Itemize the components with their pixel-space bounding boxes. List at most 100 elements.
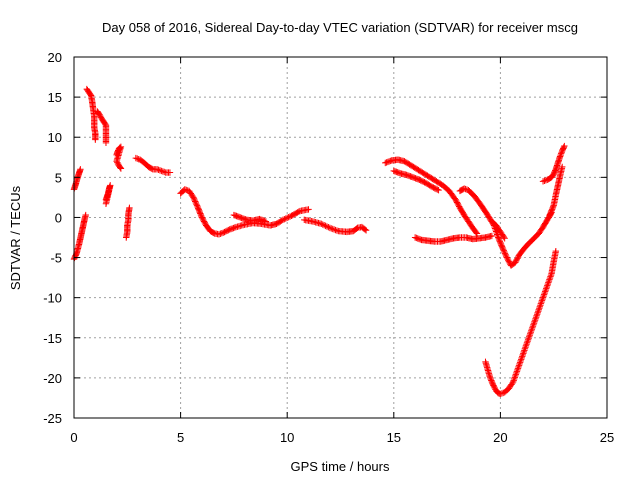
data-point bbox=[332, 226, 339, 234]
data-point bbox=[535, 306, 542, 313]
data-track bbox=[546, 163, 566, 220]
data-point bbox=[97, 112, 104, 120]
x-tick-label: 15 bbox=[387, 430, 401, 445]
data-point bbox=[514, 365, 522, 372]
data-point bbox=[281, 215, 288, 223]
data-point bbox=[520, 350, 527, 357]
data-point bbox=[533, 312, 540, 319]
data-point bbox=[513, 256, 520, 263]
data-point bbox=[529, 324, 536, 331]
axis-ticks bbox=[73, 56, 608, 419]
data-point bbox=[533, 311, 541, 318]
data-point bbox=[472, 229, 480, 236]
data-point bbox=[193, 202, 201, 209]
data-point bbox=[517, 356, 525, 363]
data-point bbox=[198, 212, 205, 220]
data-point bbox=[201, 219, 208, 226]
data-point bbox=[134, 155, 141, 162]
data-point bbox=[498, 390, 506, 397]
plot-area-frame bbox=[73, 56, 608, 419]
data-point bbox=[330, 226, 338, 233]
data-point bbox=[454, 200, 461, 208]
data-point bbox=[319, 221, 326, 228]
data-point bbox=[514, 255, 521, 262]
data-track bbox=[70, 211, 89, 263]
data-point bbox=[500, 233, 508, 241]
data-point bbox=[531, 317, 539, 324]
data-track bbox=[411, 232, 496, 245]
data-point bbox=[518, 354, 525, 362]
grid bbox=[74, 57, 607, 418]
data-point bbox=[539, 294, 547, 301]
data-track bbox=[102, 182, 114, 208]
data-point bbox=[156, 167, 164, 174]
data-point bbox=[486, 373, 493, 380]
data-point bbox=[545, 277, 553, 285]
data-point bbox=[117, 165, 125, 172]
data-point bbox=[501, 250, 509, 257]
data-track bbox=[94, 108, 110, 147]
data-point bbox=[199, 215, 206, 222]
x-axis-label: GPS time / hours bbox=[291, 459, 390, 474]
data-point bbox=[531, 318, 538, 325]
data-point bbox=[217, 230, 224, 237]
data-point bbox=[490, 383, 498, 390]
data-point bbox=[525, 333, 533, 340]
data-point bbox=[532, 314, 540, 321]
data-point bbox=[215, 231, 223, 238]
data-point bbox=[522, 344, 529, 351]
data-point bbox=[501, 235, 508, 242]
data-point bbox=[183, 186, 190, 194]
data-point bbox=[527, 329, 534, 336]
data-point bbox=[524, 338, 531, 345]
data-point bbox=[537, 301, 544, 309]
x-tick-label: 10 bbox=[280, 430, 294, 445]
data-point bbox=[503, 254, 510, 261]
data-point bbox=[547, 273, 554, 280]
data-point bbox=[279, 216, 287, 224]
data-track bbox=[382, 156, 481, 237]
data-point bbox=[262, 218, 270, 225]
data-point bbox=[512, 257, 520, 265]
data-point bbox=[190, 195, 198, 202]
x-tick-label: 25 bbox=[600, 430, 614, 445]
data-track bbox=[113, 143, 125, 172]
data-point bbox=[325, 224, 332, 231]
y-tick-label: 10 bbox=[48, 130, 62, 145]
data-point bbox=[512, 259, 519, 266]
data-point bbox=[161, 168, 168, 176]
data-point bbox=[322, 222, 329, 230]
data-point bbox=[523, 341, 530, 348]
data-point bbox=[193, 201, 200, 208]
data-point bbox=[333, 227, 341, 234]
data-point bbox=[538, 298, 545, 306]
y-tick-label: -20 bbox=[43, 371, 62, 386]
data-point bbox=[515, 363, 522, 371]
data-point bbox=[540, 291, 548, 298]
data-point bbox=[512, 372, 519, 380]
data-point bbox=[529, 323, 537, 330]
data-point bbox=[546, 274, 554, 282]
data-point bbox=[519, 351, 526, 359]
x-tick-label: 0 bbox=[70, 430, 77, 445]
data-point bbox=[126, 204, 133, 212]
data-point bbox=[524, 336, 532, 343]
data-point bbox=[155, 166, 162, 174]
data-point bbox=[547, 271, 555, 279]
data-point bbox=[92, 136, 99, 143]
data-point bbox=[530, 320, 538, 327]
data-point bbox=[434, 186, 441, 193]
data-point bbox=[522, 342, 530, 349]
y-tick-label: 20 bbox=[48, 50, 62, 65]
y-tick-label: -5 bbox=[50, 251, 62, 266]
data-point bbox=[462, 185, 469, 193]
data-point bbox=[501, 248, 508, 256]
data-point bbox=[286, 213, 294, 220]
data-point bbox=[455, 201, 462, 209]
data-point bbox=[541, 289, 548, 297]
data-point bbox=[511, 375, 518, 383]
y-tick-label: 0 bbox=[55, 210, 62, 225]
data-point bbox=[488, 232, 496, 240]
data-point bbox=[525, 335, 532, 342]
data-track bbox=[539, 142, 568, 185]
